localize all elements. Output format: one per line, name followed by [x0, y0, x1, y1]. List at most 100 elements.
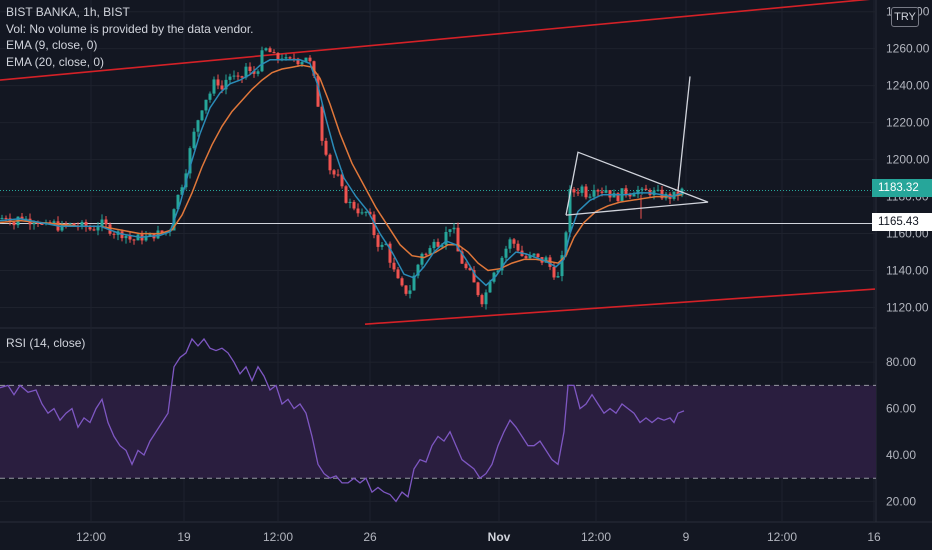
candle-body	[32, 222, 36, 225]
candle-body	[628, 194, 632, 197]
candle-body	[504, 248, 508, 258]
symbol-title[interactable]: BIST BANKA, 1h, BIST	[6, 5, 130, 19]
candle-body	[444, 231, 448, 245]
candle-body	[640, 188, 644, 190]
ema9-line	[0, 59, 683, 287]
candle-body	[372, 214, 376, 236]
candle-body	[420, 253, 424, 265]
candle-body	[636, 189, 640, 195]
candle-body	[436, 241, 440, 247]
candle-body	[584, 186, 588, 198]
candle-body	[472, 270, 476, 283]
candle-body	[512, 239, 516, 244]
volume-note: Vol: No volume is provided by the data v…	[6, 21, 254, 36]
candle-body	[36, 222, 40, 224]
y-tick-label: 1220.00	[886, 116, 930, 130]
candle-body	[600, 191, 604, 193]
candle-body	[368, 211, 372, 215]
candle-body	[264, 48, 268, 51]
x-tick-label: 19	[177, 530, 191, 544]
candle-body	[12, 222, 16, 226]
x-tick-label: 16	[867, 530, 881, 544]
candle-body	[424, 253, 428, 255]
x-tick-label: 9	[683, 530, 690, 544]
currency-button[interactable]: TRY	[891, 7, 919, 27]
candle-body	[500, 257, 504, 271]
rsi-legend[interactable]: RSI (14, close)	[6, 336, 86, 350]
candle-body	[516, 243, 520, 251]
candle-body	[100, 219, 104, 227]
candle-body	[608, 190, 612, 198]
candle-body	[396, 269, 400, 279]
candle-body	[276, 53, 280, 60]
candle-body	[416, 264, 420, 276]
x-tick-label: 26	[363, 530, 377, 544]
candle-body	[232, 75, 236, 77]
candle-body	[344, 186, 348, 203]
candle-body	[556, 276, 560, 278]
candle-body	[80, 221, 84, 227]
candle-body	[244, 66, 248, 78]
candle-body	[0, 217, 4, 219]
candle-body	[160, 230, 164, 234]
candle-body	[576, 192, 580, 194]
x-tick-label: 12:00	[767, 530, 797, 544]
rsi-line	[0, 337, 685, 503]
candle-body	[388, 243, 392, 263]
candle-body	[260, 50, 264, 72]
candle-body	[456, 227, 460, 252]
candle-body	[68, 223, 72, 225]
candle-body	[588, 196, 592, 198]
candle-body	[468, 268, 472, 271]
candle-body	[544, 257, 548, 263]
candle-body	[216, 79, 220, 86]
candle-body	[488, 281, 492, 293]
ema9-legend[interactable]: EMA (9, close, 0)	[6, 38, 98, 52]
candle-body	[524, 256, 528, 259]
candle-body	[128, 235, 132, 240]
candle-body	[248, 66, 252, 72]
candle-body	[4, 217, 8, 219]
candle-body	[316, 75, 320, 107]
candle-body	[188, 148, 192, 174]
candle-body	[204, 99, 208, 111]
candle-body	[404, 285, 408, 294]
candle-body	[180, 187, 184, 195]
candle-body	[532, 253, 536, 256]
candle-body	[580, 186, 584, 193]
breakout-projection-line	[677, 76, 691, 192]
candle-body	[392, 262, 396, 270]
candle-body	[84, 221, 88, 228]
x-tick-label: 12:00	[581, 530, 611, 544]
x-tick-label: 12:00	[263, 530, 293, 544]
rsi-y-tick-label: 60.00	[886, 402, 916, 416]
candle-body	[336, 174, 340, 176]
rsi-y-tick-label: 40.00	[886, 448, 916, 462]
candle-body	[476, 282, 480, 296]
candle-body	[200, 110, 204, 121]
candle-body	[616, 193, 620, 202]
candle-body	[464, 263, 468, 269]
candle-body	[300, 62, 304, 65]
candle-body	[156, 230, 160, 239]
candle-body	[252, 71, 256, 74]
ema20-legend[interactable]: EMA (20, close, 0)	[6, 54, 105, 69]
candle-body	[452, 227, 456, 230]
candle-body	[256, 71, 260, 74]
candle-body	[384, 243, 388, 245]
channel-lower-line	[364, 288, 876, 325]
candle-body	[148, 233, 152, 236]
rsi-y-tick-label: 20.00	[886, 494, 916, 508]
candle-body	[408, 290, 412, 294]
x-tick-label: 12:00	[76, 530, 106, 544]
candle-body	[304, 57, 308, 63]
candle-body	[324, 140, 328, 155]
candle-body	[412, 275, 416, 291]
candle-body	[196, 120, 200, 132]
candle-body	[192, 131, 196, 149]
price-axis-background	[876, 0, 932, 550]
candle-body	[428, 248, 432, 254]
candle-body	[320, 106, 324, 141]
candle-body	[220, 85, 224, 90]
